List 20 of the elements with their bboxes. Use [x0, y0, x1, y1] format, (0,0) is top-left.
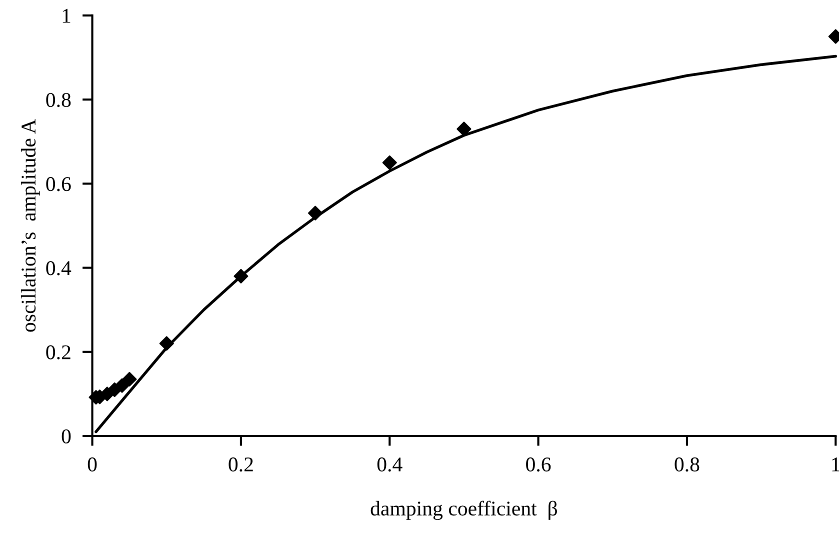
y-tick-label: 0.4: [46, 261, 72, 276]
y-tick-label: 1: [62, 8, 70, 23]
point: [159, 336, 174, 351]
x-axis-title: damping coefficient β: [370, 500, 557, 520]
x-tick-label: 0: [88, 457, 97, 472]
x-tick-label: 0.4: [377, 457, 402, 472]
point: [308, 206, 323, 220]
point: [234, 268, 248, 284]
y-tick-label: 0: [62, 429, 71, 444]
y-tick-label: 0.8: [46, 92, 71, 108]
y-tick-label: 0.6: [46, 177, 71, 192]
point: [382, 155, 397, 170]
y-axis-title: oscillation’s amplitude A: [20, 119, 40, 332]
point: [456, 122, 472, 136]
x-tick-label: 0.6: [526, 457, 551, 472]
x-tick-label: 0.2: [228, 457, 253, 472]
x-tick-label: 0.8: [674, 457, 700, 472]
point: [122, 372, 137, 387]
point: [114, 378, 130, 393]
y-tick-label: 0.2: [46, 345, 70, 360]
